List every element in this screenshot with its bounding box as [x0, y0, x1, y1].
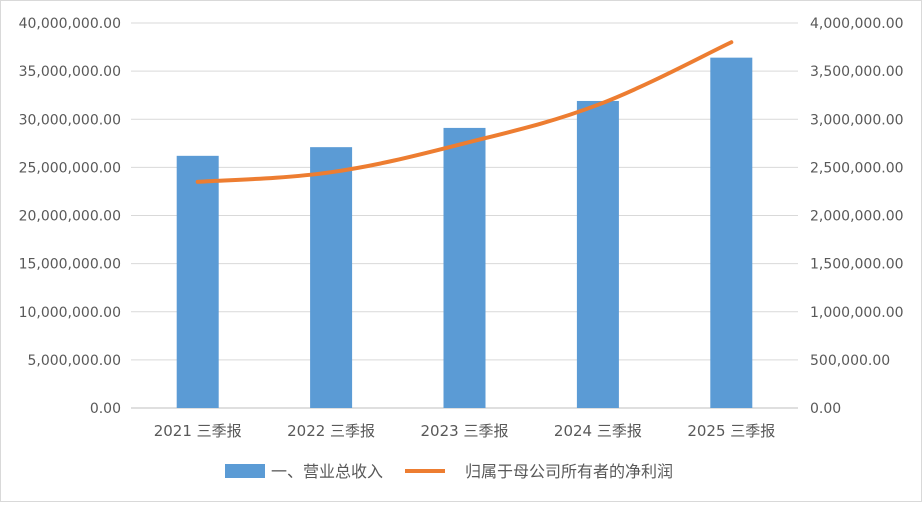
right-tick-label: 3,500,000.00 — [810, 64, 904, 80]
right-tick-label: 1,000,000.00 — [810, 305, 904, 321]
category-label: 2024 三季报 — [554, 422, 642, 440]
left-tick-label: 15,000,000.00 — [19, 257, 121, 273]
right-tick-label: 0.00 — [810, 401, 841, 417]
left-tick-label: 35,000,000.00 — [19, 64, 121, 80]
revenue-bar — [310, 147, 352, 408]
revenue-bar — [177, 156, 219, 408]
left-tick-label: 30,000,000.00 — [19, 112, 121, 128]
legend-label-net-profit: 归属于母公司所有者的净利润 — [465, 462, 673, 481]
right-tick-label: 1,500,000.00 — [810, 257, 904, 273]
category-label: 2022 三季报 — [287, 422, 375, 440]
legend-label-revenue: 一、营业总收入 — [271, 462, 383, 481]
right-tick-label: 3,000,000.00 — [810, 112, 904, 128]
category-label: 2025 三季报 — [687, 422, 775, 440]
category-label: 2023 三季报 — [421, 422, 509, 440]
right-tick-label: 2,500,000.00 — [810, 160, 904, 176]
revenue-bars — [177, 58, 753, 408]
revenue-bar — [577, 101, 619, 408]
left-tick-label: 25,000,000.00 — [19, 160, 121, 176]
left-tick-label: 10,000,000.00 — [19, 305, 121, 321]
right-tick-label: 2,000,000.00 — [810, 209, 904, 225]
right-tick-label: 4,000,000.00 — [810, 16, 904, 32]
right-tick-label: 500,000.00 — [810, 353, 890, 369]
left-tick-label: 0.00 — [90, 401, 121, 417]
legend-swatch-revenue — [225, 464, 265, 478]
category-labels: 2021 三季报 2022 三季报 2023 三季报 2024 三季报 2025 三季报 — [154, 422, 776, 440]
left-axis-ticks: 0.00 5,000,000.00 10,000,000.00 15,000,000.… — [19, 16, 121, 417]
category-label: 2021 三季报 — [154, 422, 242, 440]
left-tick-label: 20,000,000.00 — [19, 209, 121, 225]
revenue-bar — [444, 128, 486, 408]
right-axis-ticks: 0.00 500,000.00 1,000,000.00 1,500,000.00 2,… — [810, 16, 904, 417]
revenue-bar — [710, 58, 752, 408]
legend: 一、营业总收入 归属于母公司所有者的净利润 — [225, 462, 673, 481]
left-tick-label: 40,000,000.00 — [19, 16, 121, 32]
left-tick-label: 5,000,000.00 — [27, 353, 121, 369]
